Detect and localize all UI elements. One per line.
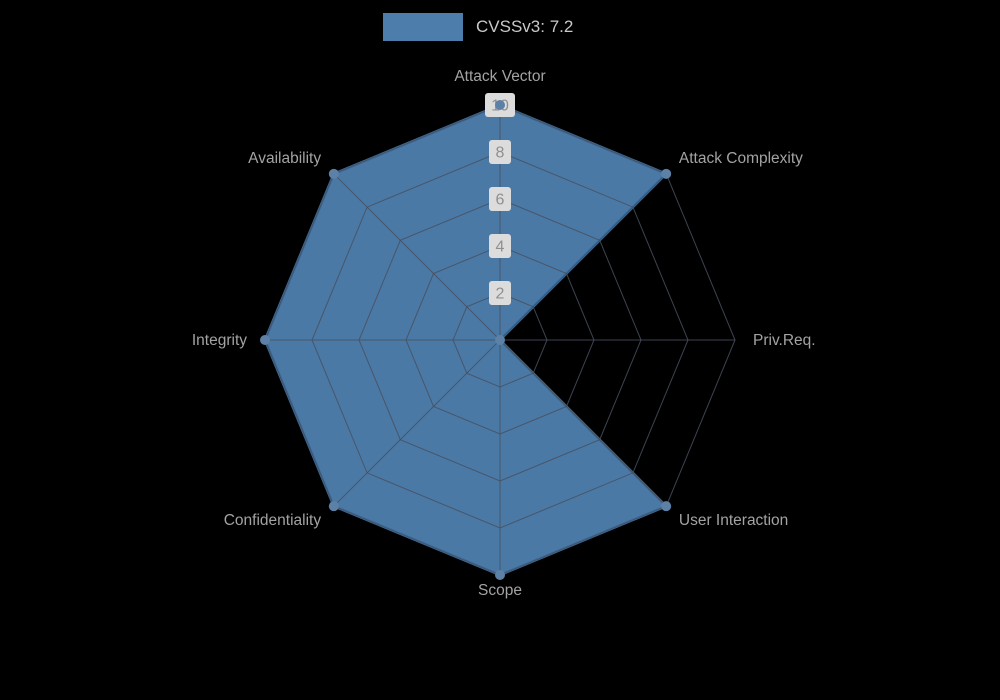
axis-label-scope: Scope — [478, 582, 522, 599]
axis-label-availability: Availability — [248, 150, 321, 167]
legend[interactable]: CVSSv3: 7.2 — [383, 13, 573, 41]
radial-tick-labels: 246810 — [485, 93, 515, 305]
series-marker — [661, 168, 672, 179]
axis-label-attack-complexity: Attack Complexity — [679, 150, 803, 167]
tick-label: 6 — [496, 192, 505, 209]
axis-label-priv-req: Priv.Req. — [753, 332, 816, 349]
axis-label-attack-vector: Attack Vector — [454, 68, 545, 85]
axis-spoke — [499, 173, 667, 341]
legend-swatch[interactable] — [383, 13, 463, 41]
tick-pill — [489, 140, 511, 164]
tick-pill — [489, 234, 511, 258]
axis-spoke — [333, 173, 501, 341]
axis-label-confidentiality: Confidentiality — [224, 512, 322, 529]
axis-spoke — [499, 339, 667, 507]
axis-spoke — [333, 339, 501, 507]
radar-markers — [260, 100, 672, 580]
series-marker — [661, 501, 672, 512]
axis-labels: Attack Vector Attack Complexity Priv.Req. U… — [192, 68, 816, 599]
series-marker — [260, 335, 270, 345]
legend-label: CVSSv3: 7.2 — [476, 17, 574, 36]
axis-label-user-interaction: User Interaction — [679, 512, 788, 529]
series-marker — [495, 100, 505, 110]
tick-pill — [489, 187, 511, 211]
tick-label: 8 — [496, 145, 505, 162]
series-marker — [495, 335, 505, 345]
axis-label-integrity: Integrity — [192, 332, 247, 349]
tick-pill — [489, 281, 511, 305]
series-marker — [328, 501, 339, 512]
series-marker — [328, 168, 339, 179]
tick-label: 4 — [496, 239, 505, 256]
tick-label: 2 — [496, 286, 505, 303]
series-marker — [495, 570, 505, 580]
radar-grid — [264, 104, 736, 576]
